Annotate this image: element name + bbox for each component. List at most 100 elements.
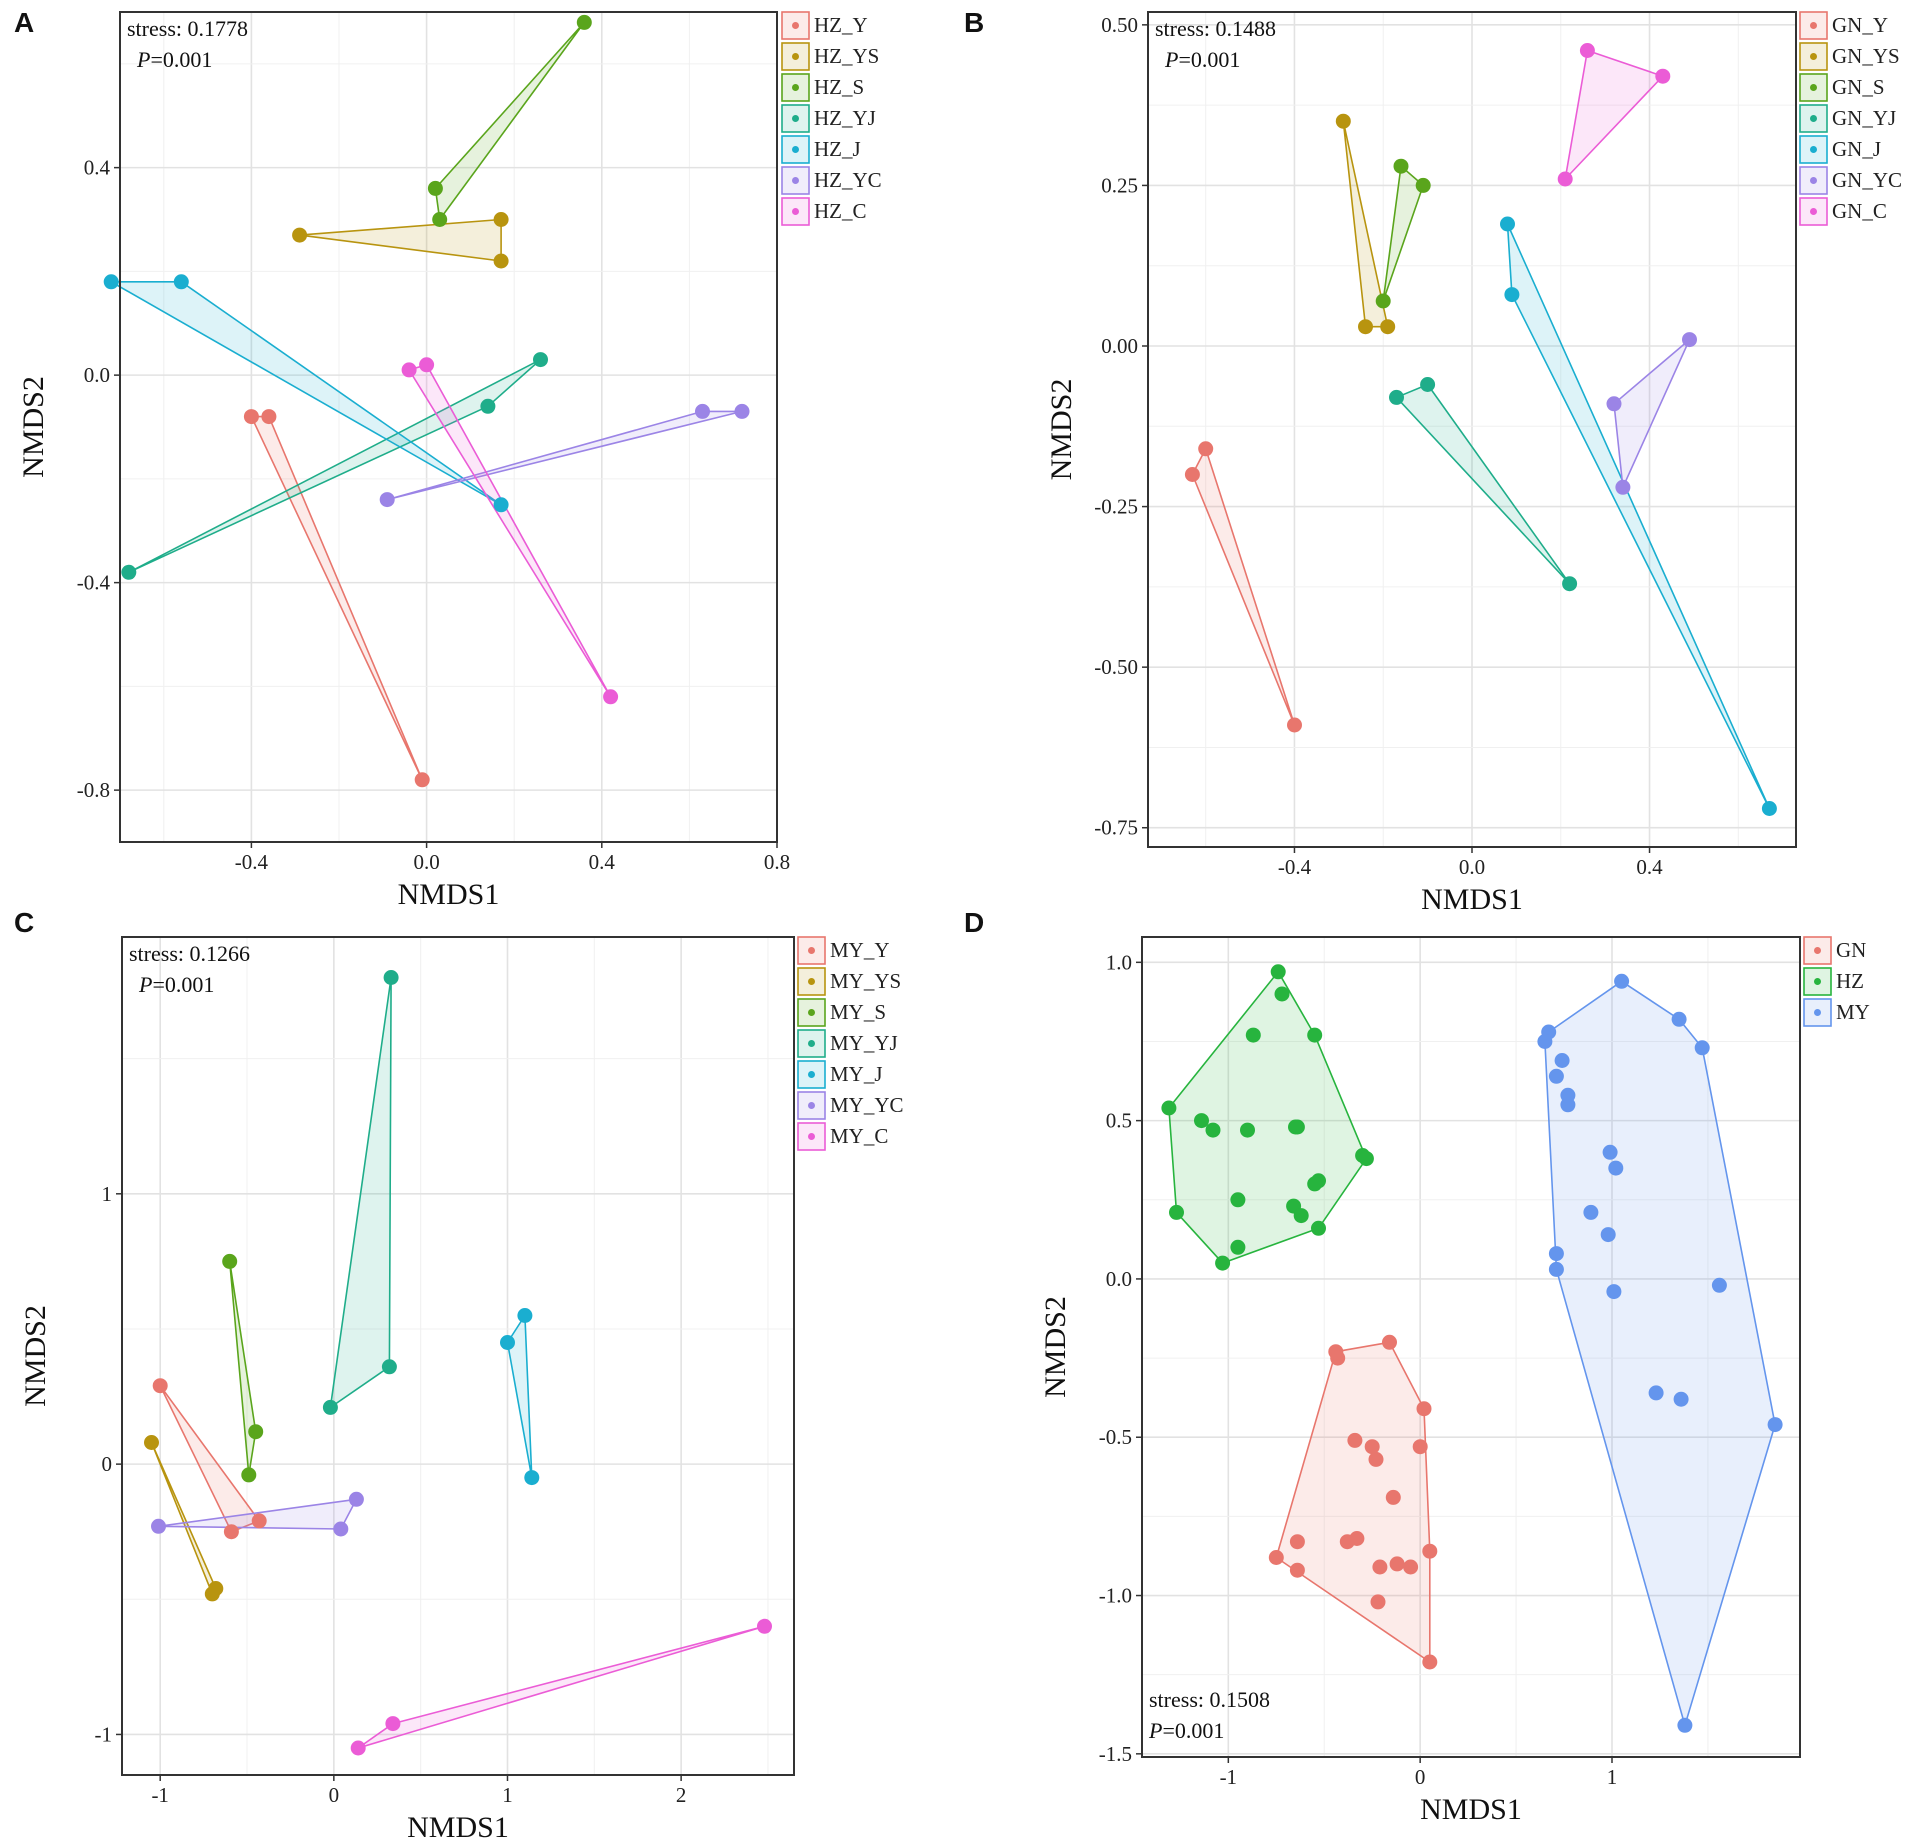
x-tick-label: -1 <box>1220 1765 1238 1789</box>
x-axis-title: NMDS1 <box>1421 883 1523 916</box>
legend-label: GN_S <box>1832 75 1885 99</box>
point-MY_YJ <box>381 1359 397 1375</box>
point-MY_YC <box>348 1491 364 1507</box>
x-tick-label: 0.8 <box>764 850 790 874</box>
y-tick-label: 0.4 <box>84 156 111 180</box>
point-MY <box>1671 1011 1687 1027</box>
legend-label: HZ_S <box>814 75 864 99</box>
legend-label: MY <box>1836 1000 1870 1024</box>
p-value: =0.001 <box>1162 1718 1224 1743</box>
legend-item-HZ_YS: HZ_YS <box>781 42 879 71</box>
point-HZ_C <box>419 357 435 373</box>
y-tick-label: 0.5 <box>1106 1109 1132 1133</box>
x-axis-title: NMDS1 <box>407 1811 509 1838</box>
legend: GN HZ MY <box>1803 936 1870 1027</box>
stress-annotation: stress: 0.1778 <box>127 16 248 41</box>
y-tick-label: 1 <box>102 1182 113 1206</box>
point-HZ_J <box>103 274 119 290</box>
y-tick-label: -1.5 <box>1099 1742 1132 1766</box>
point-HZ <box>1307 1176 1323 1192</box>
hull-HZ_S <box>434 21 586 221</box>
y-axis-title: NMDS2 <box>19 1305 52 1407</box>
panel-d: D -1 0 1 -1.5 -1.0 -0.5 0.0 0.5 1.0 NMDS1 NMDS2 stre… <box>964 907 1870 1826</box>
point-HZ <box>1307 1027 1323 1043</box>
legend: HZ_Y HZ_YS HZ_S HZ_YJ HZ_J HZ_YC HZ_C <box>781 11 882 226</box>
hull-MY_C <box>357 1625 766 1749</box>
point-GN_C <box>1557 171 1573 187</box>
legend-dot <box>792 177 799 184</box>
hull-MY_YJ <box>329 976 392 1409</box>
p-value: =0.001 <box>1178 47 1240 72</box>
legend-key <box>781 104 810 133</box>
point-HZ <box>1194 1113 1209 1129</box>
point-HZ <box>1169 1204 1184 1220</box>
hull-GN_J <box>1506 223 1771 810</box>
point-GN <box>1382 1334 1397 1350</box>
point-GN <box>1385 1489 1401 1505</box>
legend-label: MY_Y <box>830 938 890 962</box>
plot-border <box>119 11 778 843</box>
p-value-annotation: P=0.001 <box>1164 47 1240 72</box>
legend-label: MY_YS <box>830 969 901 993</box>
y-tick-label: 0 <box>102 1452 113 1476</box>
point-MY_S <box>248 1424 264 1440</box>
stress-annotation: stress: 0.1488 <box>1155 16 1276 41</box>
y-axis-title: NMDS2 <box>1039 1296 1072 1398</box>
legend-item-GN_YS: GN_YS <box>1799 42 1900 71</box>
point-MY_J <box>517 1308 533 1323</box>
x-axis-title: NMDS1 <box>398 878 500 911</box>
legend-item-MY_YC: MY_YC <box>797 1091 904 1120</box>
point-HZ_YC <box>734 403 750 419</box>
hull-MY_S <box>228 1260 257 1476</box>
legend-label: MY_YJ <box>830 1031 898 1055</box>
point-HZ_J <box>173 274 189 290</box>
legend-dot <box>1814 947 1821 954</box>
point-MY_S <box>241 1467 257 1483</box>
point-MY <box>1606 1284 1622 1300</box>
legend-dot <box>1810 22 1817 29</box>
point-HZ_J <box>493 497 509 513</box>
x-axis-title: NMDS1 <box>1420 1793 1522 1826</box>
legend-dot <box>1810 146 1817 153</box>
hull-MY_J <box>506 1314 533 1479</box>
point-MY <box>1614 973 1630 989</box>
x-tick-label: 2 <box>676 1783 687 1807</box>
point-GN <box>1364 1439 1380 1455</box>
legend-item-HZ_YJ: HZ_YJ <box>781 104 876 133</box>
panel-b: B -0.4 0.0 0.4 -0.75 -0.50 -0.25 0.00 0.25 0.50 NM… <box>964 7 1902 916</box>
point-MY_Y <box>223 1524 239 1540</box>
point-GN_YJ <box>1420 377 1436 392</box>
legend-label: HZ_C <box>814 199 867 223</box>
panel-letter: A <box>14 7 34 38</box>
hull-HZ_C <box>408 363 612 698</box>
y-tick-label: -1.0 <box>1099 1584 1132 1608</box>
y-tick-label: 0.0 <box>1106 1267 1132 1291</box>
point-HZ <box>1245 1027 1261 1043</box>
point-HZ <box>1205 1122 1221 1138</box>
point-MY <box>1608 1160 1624 1176</box>
legend-key <box>1799 73 1828 102</box>
y-tick-label: 1.0 <box>1106 950 1132 974</box>
hull-GN_YJ <box>1395 383 1571 585</box>
point-HZ <box>1230 1239 1246 1255</box>
point-HZ_YJ <box>480 398 496 414</box>
point-MY <box>1600 1227 1616 1243</box>
panel-c: C -1 0 1 2 -1 0 1 NMDS1 NMDS2 stress: 0.1266 P=0.00… <box>14 907 904 1838</box>
point-MY_YS <box>144 1435 159 1450</box>
y-tick-label: 0.00 <box>1101 334 1138 358</box>
y-tick-label: -0.75 <box>1094 816 1138 840</box>
x-tick-label: 0 <box>1415 1765 1426 1789</box>
point-GN_S <box>1393 158 1409 174</box>
legend-dot <box>792 146 799 153</box>
hull-MY_Y <box>159 1384 261 1533</box>
point-GN <box>1368 1451 1384 1467</box>
legend-item-GN_YC: GN_YC <box>1799 166 1902 195</box>
hull-HZ_J <box>110 280 502 506</box>
legend-dot <box>1810 53 1817 60</box>
point-HZ_YC <box>695 403 710 419</box>
legend-item-HZ: HZ <box>1803 967 1864 996</box>
legend-key <box>797 998 826 1027</box>
point-HZ <box>1293 1208 1309 1224</box>
p-value: =0.001 <box>150 47 212 72</box>
